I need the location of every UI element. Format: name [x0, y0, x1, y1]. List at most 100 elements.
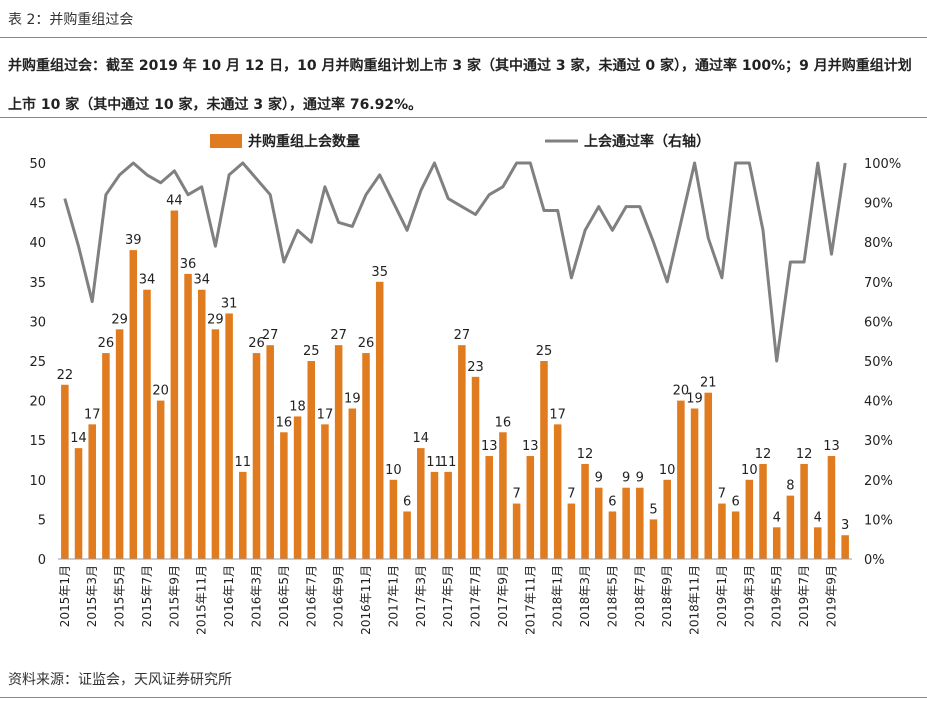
- bar: [430, 471, 439, 559]
- left-tick-label: 35: [29, 276, 46, 291]
- x-tick-label: 2015年9月: [167, 565, 181, 627]
- bar-value-label: 26: [358, 336, 375, 351]
- bar-value-label: 29: [207, 312, 224, 327]
- bar-value-label: 7: [567, 487, 575, 502]
- bar: [786, 495, 795, 559]
- left-tick-label: 40: [29, 236, 46, 251]
- x-tick-label: 2016年11月: [359, 565, 373, 635]
- left-tick-label: 10: [29, 474, 46, 489]
- bar-value-label: 34: [193, 273, 210, 288]
- x-tick-label: 2017年5月: [441, 565, 455, 627]
- x-tick-label: 2019年9月: [824, 565, 838, 627]
- bar-series: 2214172629393420443634293111262716182517…: [57, 194, 849, 559]
- bar: [362, 353, 370, 559]
- bar: [814, 527, 822, 559]
- bar: [74, 448, 83, 559]
- bar: [759, 463, 767, 559]
- x-tick-label: 2015年11月: [195, 565, 209, 635]
- source-note: 资料来源：证监会，天风证券研究所: [8, 672, 232, 688]
- bar-value-label: 44: [166, 194, 183, 209]
- bar-value-label: 20: [673, 384, 690, 399]
- x-tick-label: 2015年1月: [58, 565, 72, 627]
- bar-value-label: 11: [426, 455, 443, 470]
- bar: [239, 471, 247, 559]
- x-tick-label: 2015年7月: [140, 565, 154, 627]
- bar: [115, 329, 124, 559]
- bar: [417, 448, 425, 559]
- bar: [553, 424, 562, 559]
- table-caption: 表 2：并购重组过会: [8, 12, 134, 28]
- bar: [403, 511, 411, 559]
- bar-value-label: 19: [344, 392, 361, 407]
- bar: [540, 361, 548, 559]
- bar: [252, 353, 261, 559]
- bar: [690, 408, 699, 559]
- left-tick-label: 15: [29, 434, 46, 449]
- left-tick-label: 5: [38, 513, 46, 528]
- bar: [444, 471, 452, 559]
- x-tick-label: 2019年1月: [715, 565, 729, 627]
- bar: [827, 456, 836, 559]
- x-tick-label: 2019年3月: [742, 565, 756, 627]
- x-tick-label: 2017年7月: [469, 565, 483, 627]
- bar: [772, 527, 781, 559]
- bar-value-label: 27: [330, 328, 347, 343]
- top-rule: [0, 37, 927, 38]
- bar-value-label: 13: [481, 439, 498, 454]
- bar: [745, 479, 754, 559]
- bar-value-label: 26: [98, 336, 115, 351]
- right-tick-label: 10%: [864, 513, 893, 528]
- x-tick-label: 2018年9月: [660, 565, 674, 627]
- bar-value-label: 9: [622, 471, 630, 486]
- left-tick-label: 25: [29, 355, 46, 370]
- bar-value-label: 10: [385, 463, 402, 478]
- bar: [458, 345, 466, 559]
- bar: [649, 519, 658, 559]
- left-tick-label: 20: [29, 395, 46, 410]
- x-tick-label: 2017年11月: [523, 565, 537, 635]
- left-tick-label: 50: [29, 157, 46, 172]
- bar: [567, 503, 576, 559]
- bar: [102, 353, 110, 559]
- bar: [389, 479, 398, 559]
- x-tick-label: 2018年11月: [688, 565, 702, 635]
- bar: [594, 487, 603, 559]
- bar-value-label: 27: [262, 328, 279, 343]
- right-tick-label: 20%: [864, 474, 893, 489]
- bar: [526, 456, 535, 559]
- x-tick-label: 2015年5月: [113, 565, 127, 627]
- summary-text: 并购重组过会：截至 2019 年 10 月 12 日，10 月并购重组计划上市 …: [8, 58, 912, 113]
- bar-value-label: 31: [221, 296, 238, 311]
- bar: [581, 463, 589, 559]
- right-tick-label: 0%: [864, 553, 885, 568]
- bar-value-label: 3: [841, 518, 849, 533]
- bar-value-label: 34: [139, 273, 156, 288]
- bar: [841, 535, 849, 559]
- bar: [61, 384, 69, 559]
- bar: [156, 400, 165, 559]
- x-axis: 2015年1月 2015年3月 2015年5月 2015年7月 2015年9月 2015年…: [58, 558, 852, 635]
- x-tick-label: 2016年7月: [304, 565, 318, 627]
- bar: [143, 289, 151, 559]
- bar-value-label: 6: [608, 494, 616, 509]
- bar-value-label: 27: [454, 328, 471, 343]
- bar-value-label: 29: [111, 312, 128, 327]
- legend-bar-label: 并购重组上会数量: [248, 133, 360, 150]
- x-tick-label: 2018年1月: [551, 565, 565, 627]
- right-y-axis: 0% 10% 20% 30% 40% 50% 60% 70% 80% 90% 100%: [864, 157, 901, 568]
- bar-value-label: 12: [796, 447, 813, 462]
- bar-value-label: 26: [248, 336, 265, 351]
- bar-value-label: 7: [512, 487, 520, 502]
- chart-legend: 并购重组上会数量 上会通过率（右轴）: [210, 133, 710, 150]
- bar: [512, 503, 521, 559]
- x-tick-label: 2017年3月: [414, 565, 428, 627]
- bar: [608, 511, 617, 559]
- bar: [280, 432, 288, 559]
- bar: [375, 281, 384, 559]
- left-tick-label: 45: [29, 197, 46, 212]
- bar-value-label: 16: [495, 415, 512, 430]
- bar: [197, 289, 206, 559]
- bar: [321, 424, 329, 559]
- bar: [225, 313, 233, 559]
